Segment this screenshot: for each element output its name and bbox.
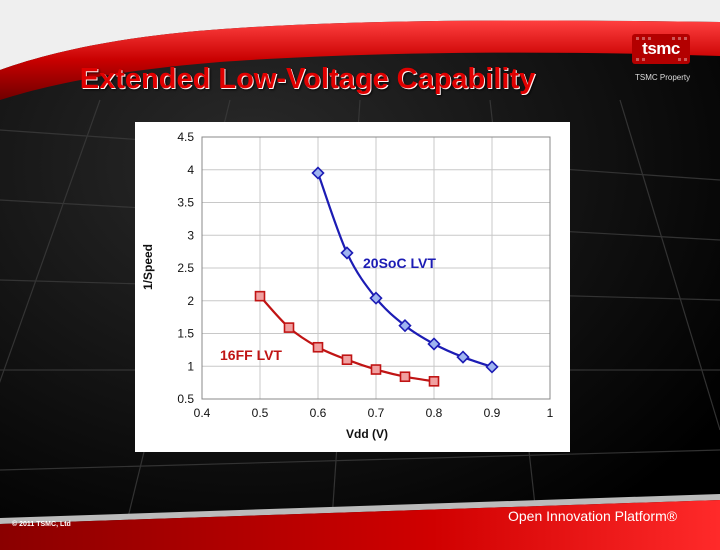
- data-point-20soc: [369, 291, 383, 305]
- y-tick-label: 4: [187, 163, 194, 177]
- y-tick-label: 0.5: [177, 392, 194, 406]
- tsmc-logo: tsmc: [632, 34, 690, 64]
- data-point-20soc: [311, 166, 325, 180]
- tsmc-logo-icon: [632, 34, 690, 64]
- data-point-20soc: [340, 246, 354, 260]
- y-tick-label: 1: [187, 359, 194, 373]
- copyright-text: © 2011 TSMC, Ltd: [12, 521, 71, 528]
- chart-svg: 0.4 0.5 0.6 0.7 0.8 0.9 10.511.522.533.544.5 V…: [141, 130, 554, 441]
- data-point-16ff: [341, 354, 353, 365]
- data-point-16ff: [428, 376, 440, 387]
- y-tick-label: 3.5: [177, 196, 194, 210]
- series-line-16ff: [259, 295, 435, 383]
- y-tick-label: 3: [187, 228, 194, 242]
- data-point-16ff: [399, 371, 411, 383]
- x-tick-label: 0.5: [252, 406, 269, 420]
- y-tick-label: 2: [187, 294, 194, 308]
- plot-frame: [201, 136, 551, 400]
- x-tick-label: 1: [547, 406, 554, 420]
- data-point-20soc: [456, 350, 470, 364]
- x-tick-label: 0.4: [194, 406, 211, 420]
- data-point-20soc: [485, 360, 499, 374]
- chart-panel: 0.4 0.5 0.6 0.7 0.8 0.9 1 0.5 1 1.5 2 2.5 3 3.5 4 4.5 V…: [135, 122, 570, 452]
- y-tick-label: 2.5: [177, 261, 194, 275]
- x-tick-label: 0.6: [310, 406, 327, 420]
- data-point-16ff: [254, 290, 266, 302]
- platform-tagline: Open Innovation Platform®: [508, 508, 678, 524]
- x-tick-label: 0.7: [368, 406, 385, 420]
- data-point-20soc: [398, 319, 412, 333]
- y-axis-label: 1/Speed: [141, 244, 155, 290]
- property-label: TSMC Property: [635, 73, 691, 82]
- series-label-16ff: 16FF LVT: [220, 347, 282, 363]
- data-point-16ff: [312, 341, 324, 353]
- data-point-16ff: [370, 364, 382, 375]
- data-point-16ff: [283, 322, 295, 333]
- x-axis-label: Vdd (V): [346, 427, 388, 441]
- chart-ticks: 0.4 0.5 0.6 0.7 0.8 0.9 10.511.522.533.544.5: [177, 130, 553, 420]
- y-tick-label: 1.5: [177, 327, 194, 341]
- data-point-20soc: [427, 337, 441, 351]
- y-tick-label: 4.5: [177, 130, 194, 144]
- tsmc-logo-text: tsmc: [642, 39, 680, 58]
- chart-series: [254, 166, 499, 387]
- series-label-20soc: 20SoC LVT: [363, 255, 436, 271]
- x-tick-label: 0.8: [426, 406, 443, 420]
- x-tick-label: 0.9: [484, 406, 501, 420]
- slide-title: Extended Low-Voltage Capability: [79, 63, 536, 95]
